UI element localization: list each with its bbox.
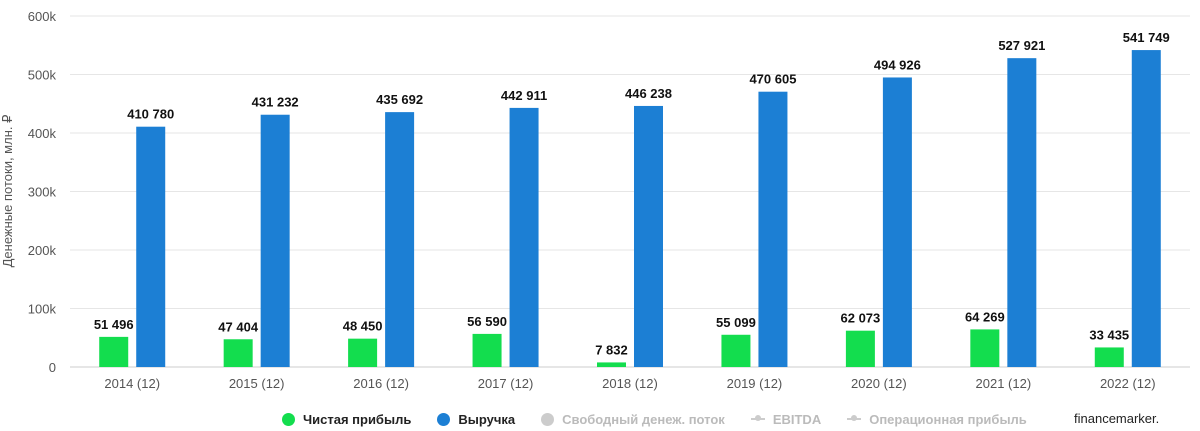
x-tick-label: 2019 (12) — [727, 376, 783, 391]
x-tick-label: 2020 (12) — [851, 376, 907, 391]
grid-lines — [70, 15, 1190, 368]
gray-dot-icon — [541, 412, 555, 426]
revenue-bar — [1007, 58, 1037, 368]
revenue-data-label: 470 605 — [749, 72, 796, 87]
y-tick-label: 400k — [28, 126, 57, 141]
legend-label: Свободный денеж. поток — [562, 411, 725, 427]
revenue-data-label: 446 238 — [625, 86, 672, 101]
revenue-data-label: 435 692 — [376, 92, 423, 107]
net-profit-bar — [597, 362, 626, 367]
net-profit-bar — [99, 336, 129, 367]
legend-item-free-cash-flow[interactable]: Свободный денеж. поток — [541, 412, 725, 427]
net-profit-bar — [223, 339, 253, 367]
net-profit-bar — [970, 329, 1000, 367]
net-profit-data-label: 62 073 — [841, 311, 881, 326]
legend-item-operating-profit[interactable]: Операционная прибыль — [847, 412, 1027, 427]
revenue-bar — [1131, 50, 1161, 367]
y-tick-label: 300k — [28, 185, 57, 200]
revenue-bar — [260, 114, 290, 367]
revenue-bar — [385, 112, 415, 367]
net-profit-data-label: 7 832 — [595, 342, 628, 357]
net-profit-data-label: 48 450 — [343, 319, 383, 334]
x-tick-label: 2021 (12) — [976, 376, 1032, 391]
y-tick-label: 600k — [28, 9, 57, 24]
net-profit-bar — [348, 338, 378, 367]
y-axis-label: Денежные потоки, млн. ₽ — [0, 115, 15, 268]
x-tick-label: 2017 (12) — [478, 376, 534, 391]
legend-item-net-profit[interactable]: Чистая прибыль — [282, 412, 411, 427]
revenue-data-label: 410 780 — [127, 107, 174, 122]
net-profit-bar — [721, 334, 751, 367]
net-profit-bar — [1094, 347, 1124, 367]
legend-item-ebitda[interactable]: EBITDA — [750, 411, 822, 427]
net-profit-data-label: 64 269 — [965, 309, 1005, 324]
legend-label: Выручка — [458, 411, 516, 427]
legend-label: Операционная прибыль — [869, 411, 1027, 427]
net-profit-bar — [845, 330, 875, 367]
y-tick-label: 500k — [28, 68, 57, 83]
revenue-data-label: 431 232 — [252, 95, 299, 110]
legend: Чистая прибыль Выручка Свободный денеж. … — [282, 408, 1053, 430]
revenue-bar — [136, 126, 166, 368]
x-tick-label: 2015 (12) — [229, 376, 285, 391]
y-tick-label: 100k — [28, 302, 57, 317]
chart: 0 100k 200k 300k 400k 500k 600k 51 496 410 780 4… — [0, 9, 1190, 391]
x-axis-ticks: 2014 (12) 2015 (12) 2016 (12) 2017 (12) 2018… — [104, 376, 1155, 391]
revenue-data-label: 527 921 — [998, 38, 1045, 53]
x-tick-label: 2014 (12) — [104, 376, 160, 391]
net-profit-data-label: 33 435 — [1089, 327, 1129, 342]
green-dot-icon — [282, 412, 295, 426]
y-tick-label: 200k — [28, 243, 57, 258]
credit-text[interactable]: financemarker. — [1074, 411, 1160, 426]
x-tick-label: 2018 (12) — [602, 376, 658, 391]
legend-label: EBITDA — [772, 411, 822, 427]
net-profit-data-label: 47 404 — [218, 319, 259, 334]
bars — [99, 50, 1161, 368]
revenue-data-label: 494 926 — [874, 57, 921, 72]
blue-dot-icon — [437, 412, 451, 426]
y-tick-label: 0 — [49, 360, 56, 375]
x-tick-label: 2022 (12) — [1100, 376, 1156, 391]
line-marker-icon — [750, 415, 765, 421]
revenue-data-label: 442 911 — [501, 88, 547, 103]
revenue-bar — [509, 107, 539, 367]
net-profit-data-label: 51 496 — [94, 317, 134, 332]
y-axis-ticks: 0 100k 200k 300k 400k 500k 600k — [28, 9, 57, 375]
revenue-bar — [634, 105, 663, 367]
legend-label: Чистая прибыль — [303, 411, 412, 427]
data-labels: 51 496 410 780 47 404 431 232 48 450 435 692 5… — [94, 30, 1170, 357]
net-profit-data-label: 56 590 — [467, 314, 507, 329]
revenue-bar — [758, 91, 788, 367]
revenue-data-label: 541 749 — [1123, 30, 1170, 45]
legend-item-revenue[interactable]: Выручка — [437, 412, 515, 427]
revenue-bar — [882, 77, 912, 367]
net-profit-data-label: 55 099 — [716, 315, 756, 330]
net-profit-bar — [472, 333, 502, 367]
line-marker-icon — [847, 415, 862, 421]
x-tick-label: 2016 (12) — [353, 376, 409, 391]
